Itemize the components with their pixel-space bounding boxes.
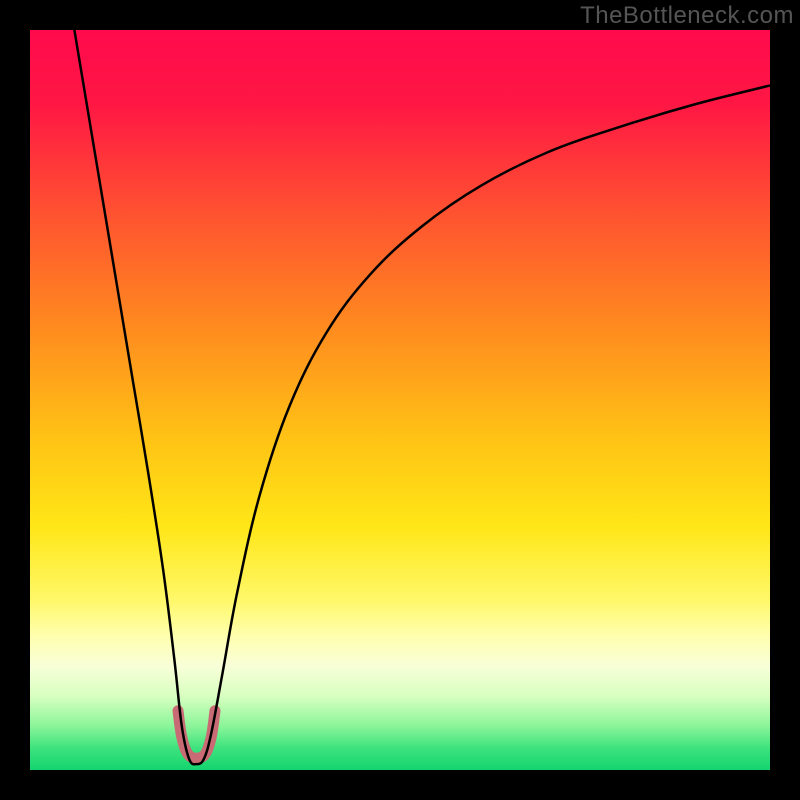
watermark-text: TheBottleneck.com	[580, 2, 794, 30]
curve-overlay	[30, 30, 770, 770]
plot-area	[30, 30, 770, 770]
bottleneck-curve	[74, 30, 770, 764]
